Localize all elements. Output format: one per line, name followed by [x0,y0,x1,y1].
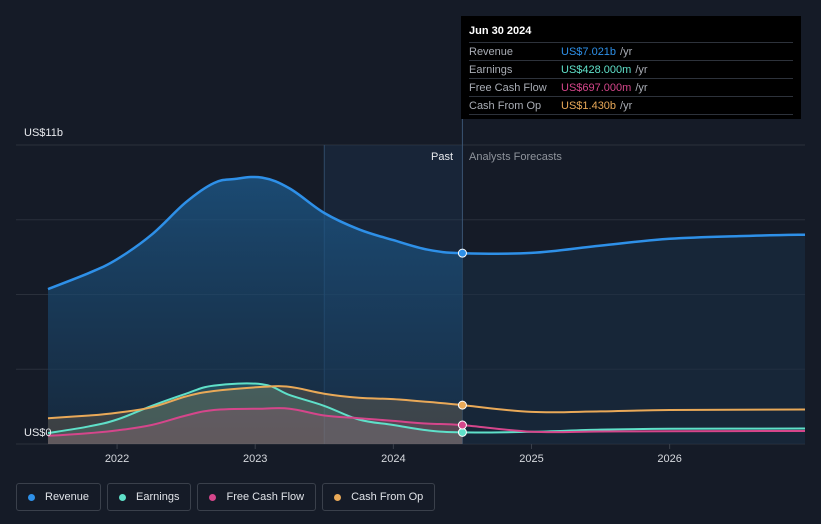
legend-item-revenue[interactable]: Revenue [16,483,102,511]
area-cash-from-op [48,386,463,444]
series-areas [48,176,805,444]
marker-earnings [457,427,467,437]
past-region-label: Past [431,151,453,163]
legend-dot-icon [209,493,217,501]
marker-free-cash-flow [457,420,467,430]
tooltip-unit: /yr [620,45,633,58]
marker-revenue [457,248,467,258]
area-free-cash-flow [48,408,463,444]
tooltip-value: US$7.021b [561,45,617,58]
legend-item-earnings[interactable]: Earnings [107,483,192,511]
x-tick-label: 2025 [519,453,543,465]
x-tick-label: 2022 [105,453,129,465]
marker-cash-from-op [457,400,467,410]
tooltip-row-revenue: Revenue US$7.021b /yr [469,43,793,61]
legend-label: Earnings [136,491,180,503]
series-lines [47,175,806,437]
legend-item-cash-from-op[interactable]: Cash From Op [322,483,436,511]
x-axis-ticks: 2022 2023 2024 2025 2026 [105,444,682,465]
tooltip-label: Free Cash Flow [469,81,547,94]
x-tick-label: 2024 [381,453,405,465]
y-axis-top-label: US$11b [24,127,63,139]
tooltip-label: Earnings [469,63,513,76]
tooltip-unit: /yr [635,81,648,94]
forecast-region-label: Analysts Forecasts [469,151,562,163]
line-free-cash-flow [47,407,806,437]
legend-dot-icon [334,493,342,501]
data-tooltip: Jun 30 2024 Revenue US$7.021b /yr Earnin… [461,16,801,119]
legend-item-free-cash-flow[interactable]: Free Cash Flow [197,483,317,511]
area-revenue [48,176,463,444]
tooltip-label: Cash From Op [469,99,542,112]
line-cash-from-op [47,385,806,420]
legend-dot-icon [119,493,127,501]
tooltip-unit: /yr [620,99,633,112]
legend-label: Cash From Op [351,491,424,503]
tooltip-unit: /yr [635,63,648,76]
tooltip-date: Jun 30 2024 [469,25,793,43]
tooltip-value: US$697.000m [561,81,632,94]
legend-dot-icon [28,493,35,501]
chart-legend: Revenue Earnings Free Cash Flow Cash Fro… [16,483,436,511]
tooltip-row-free-cash-flow: Free Cash Flow US$697.000m /yr [469,79,793,97]
tooltip-label: Revenue [469,45,514,58]
x-tick-label: 2026 [657,453,681,465]
x-tick-label: 2023 [243,453,267,465]
tooltip-row-cash-from-op: Cash From Op US$1.430b /yr [469,97,793,115]
line-revenue [47,175,806,291]
tooltip-value: US$1.430b [561,99,617,112]
highlight-markers [457,248,467,437]
area-forecast-revenue [462,234,805,444]
legend-label: Revenue [45,491,90,503]
area-earnings [48,383,463,444]
axis-labels: US$11b US$0 Past Analysts Forecasts [24,127,562,439]
tooltip-value: US$428.000m [561,63,632,76]
tooltip-row-earnings: Earnings US$428.000m /yr [469,61,793,79]
y-axis-bottom-label: US$0 [24,427,52,439]
legend-label: Free Cash Flow [226,491,305,503]
